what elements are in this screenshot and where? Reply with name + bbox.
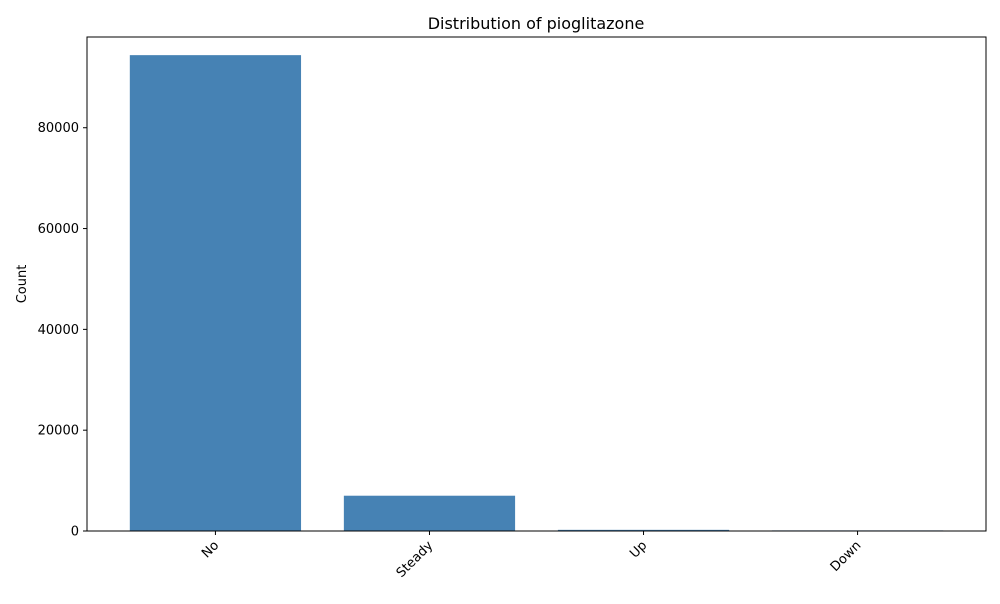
chart-title: Distribution of pioglitazone bbox=[428, 14, 645, 33]
y-tick-label: 0 bbox=[71, 525, 79, 540]
x-tick-label: Steady bbox=[394, 538, 437, 581]
y-axis: 0 20000 40000 60000 80000 bbox=[38, 121, 87, 540]
y-tick-label: 20000 bbox=[38, 424, 79, 439]
bar-steady bbox=[343, 495, 516, 531]
bars-group bbox=[129, 55, 944, 531]
x-tick-label: No bbox=[199, 538, 222, 561]
bar-no bbox=[129, 55, 302, 531]
bar-up bbox=[557, 529, 730, 531]
x-axis: No Steady Up Down bbox=[199, 531, 864, 581]
y-tick-label: 40000 bbox=[38, 323, 79, 338]
x-tick-label: Down bbox=[828, 538, 865, 575]
y-axis-title: Count bbox=[15, 265, 30, 304]
y-tick-label: 80000 bbox=[38, 121, 79, 136]
plot-frame bbox=[86, 36, 987, 532]
x-tick-label: Up bbox=[627, 538, 650, 561]
y-tick-label: 60000 bbox=[38, 222, 79, 237]
